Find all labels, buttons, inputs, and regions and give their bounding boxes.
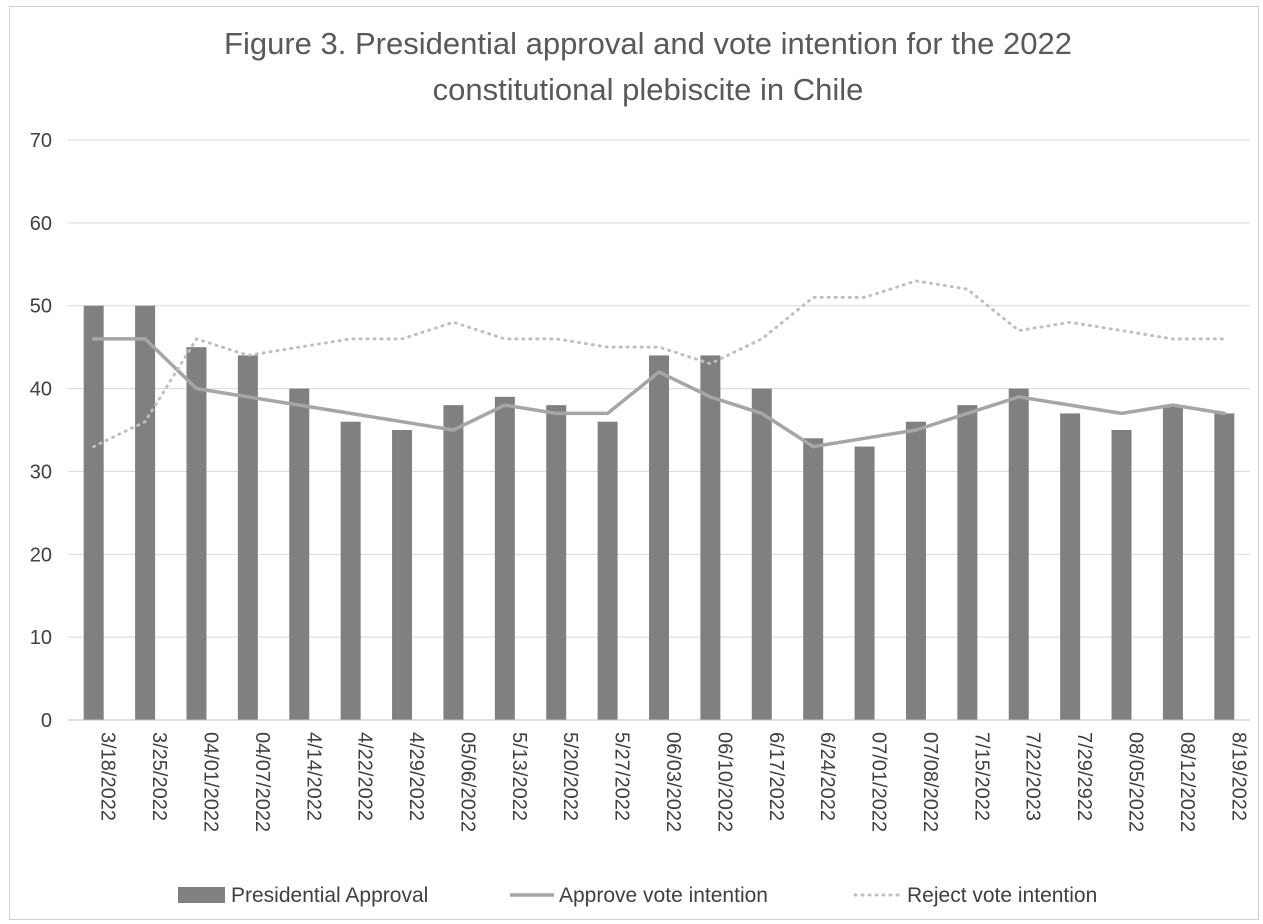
bar <box>1008 388 1029 720</box>
bar <box>649 355 669 720</box>
bar <box>237 355 258 720</box>
chart-frame <box>9 6 1259 920</box>
bar <box>546 405 567 720</box>
line-series <box>91 279 1227 449</box>
bar <box>392 430 413 720</box>
chart-title-line-2: constitutional plebiscite in Chile <box>433 72 864 107</box>
x-tick-label: 07/01/2022 <box>868 732 890 832</box>
y-axis-tick-labels: 0 10 20 30 40 50 60 70 <box>30 130 52 732</box>
legend: Presidential Approval Approve vote intent… <box>178 884 1097 907</box>
bar <box>186 347 207 720</box>
bar <box>340 421 361 720</box>
x-tick-label: 05/06/2022 <box>456 732 478 832</box>
x-tick-label: 7/15/2022 <box>970 732 992 821</box>
x-tick-label: 3/18/2022 <box>97 732 119 821</box>
bar <box>1060 413 1081 720</box>
y-tick-label: 70 <box>30 130 52 152</box>
bars-presidential-approval <box>83 305 1235 720</box>
bar <box>289 388 310 720</box>
x-tick-label: 07/08/2022 <box>919 732 941 832</box>
bar <box>1214 413 1235 720</box>
x-tick-label: 06/03/2022 <box>662 732 684 832</box>
legend-label: Reject vote intention <box>907 884 1097 907</box>
x-tick-label: 4/29/2022 <box>405 732 427 821</box>
x-tick-label: 06/10/2022 <box>713 732 735 832</box>
y-tick-label: 30 <box>30 461 52 483</box>
x-tick-label: 3/25/2022 <box>148 732 170 821</box>
bar <box>1111 430 1132 720</box>
bar <box>957 405 978 720</box>
x-tick-label: 5/27/2022 <box>611 732 633 821</box>
y-tick-label: 0 <box>41 710 52 732</box>
series-line-approve-vote-intention <box>91 337 1227 449</box>
x-tick-label: 5/20/2022 <box>559 732 581 821</box>
y-tick-label: 10 <box>30 627 52 649</box>
y-tick-label: 50 <box>30 296 52 318</box>
bar <box>1162 405 1183 720</box>
legend-label: Approve vote intention <box>559 884 768 907</box>
x-tick-label: 8/19/2022 <box>1227 732 1249 821</box>
bar <box>905 421 926 720</box>
x-tick-label: 04/07/2022 <box>251 732 273 832</box>
x-axis-tick-labels: 3/18/2022 3/25/2022 04/01/2022 04/07/2022 4/… <box>97 732 1250 832</box>
x-tick-label: 4/14/2022 <box>302 732 324 821</box>
gridlines <box>68 139 1250 638</box>
y-tick-label: 40 <box>30 379 52 401</box>
legend-label: Presidential Approval <box>231 884 428 907</box>
x-tick-label: 08/05/2022 <box>1125 732 1147 832</box>
series-line-reject-vote-intention <box>92 279 1226 449</box>
x-tick-label: 6/24/2022 <box>816 732 838 821</box>
y-tick-label: 60 <box>30 213 52 235</box>
bar <box>751 388 772 720</box>
bar <box>83 305 104 720</box>
legend-swatch-bar <box>178 887 225 903</box>
x-tick-label: 4/22/2022 <box>354 732 376 821</box>
bar <box>700 355 721 720</box>
x-tick-label: 7/29/2922 <box>1073 732 1095 821</box>
bar <box>135 305 156 720</box>
x-tick-label: 5/13/2022 <box>508 732 530 821</box>
bar <box>443 405 464 720</box>
x-tick-label: 6/17/2022 <box>765 732 787 821</box>
bar <box>597 421 618 720</box>
bar <box>854 446 875 720</box>
x-tick-label: 08/12/2022 <box>1176 732 1198 832</box>
bar <box>494 396 515 720</box>
chart-title-line-1: Figure 3. Presidential approval and vote… <box>224 26 1072 61</box>
bar <box>803 438 824 720</box>
x-tick-label: 04/01/2022 <box>199 732 221 832</box>
y-tick-label: 20 <box>30 544 52 566</box>
x-tick-label: 7/22/2023 <box>1022 732 1044 821</box>
